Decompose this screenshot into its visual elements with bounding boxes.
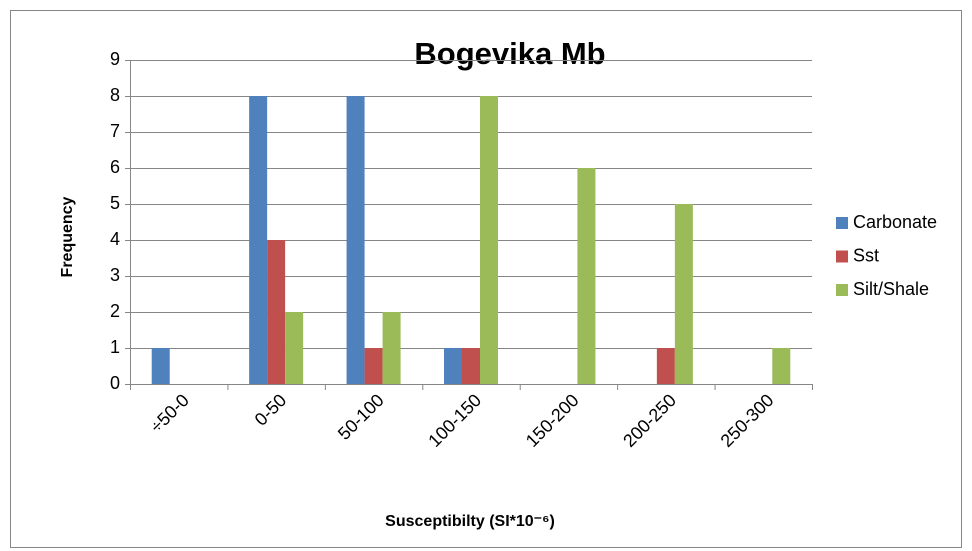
legend-swatch [836, 250, 848, 263]
y-tick-label: 3 [110, 265, 120, 285]
bar [249, 96, 268, 384]
y-tick-label: 7 [110, 121, 120, 141]
chart-title: Bogevika Mb [414, 36, 605, 71]
bar [674, 204, 693, 384]
y-tick-label: 0 [110, 373, 120, 393]
legend-label: Carbonate [853, 212, 937, 232]
bar [480, 96, 498, 384]
bar [577, 168, 596, 384]
bar [772, 348, 791, 384]
y-tick-label: 5 [110, 193, 120, 213]
y-tick-label: 6 [110, 157, 120, 177]
bar [382, 312, 401, 384]
y-axis-title: Frequency [59, 196, 76, 277]
bar [267, 240, 286, 384]
legend-swatch [836, 284, 848, 296]
bar [364, 348, 383, 384]
bar [656, 348, 675, 384]
bar [462, 348, 480, 384]
x-axis-title: Susceptibilty (SI*10⁻⁶) [385, 513, 555, 530]
bar [285, 312, 304, 384]
y-tick-label: 4 [110, 229, 120, 249]
bar [444, 348, 462, 384]
legend-swatch [836, 217, 848, 229]
y-tick-label: 9 [110, 49, 120, 69]
legend-label: Sst [853, 245, 879, 265]
y-tick-label: 8 [110, 85, 120, 105]
y-tick-label: 1 [110, 337, 120, 357]
y-tick-label: 2 [110, 301, 120, 321]
bar [151, 348, 170, 384]
legend-label: Silt/Shale [853, 279, 929, 299]
bar [346, 96, 365, 384]
